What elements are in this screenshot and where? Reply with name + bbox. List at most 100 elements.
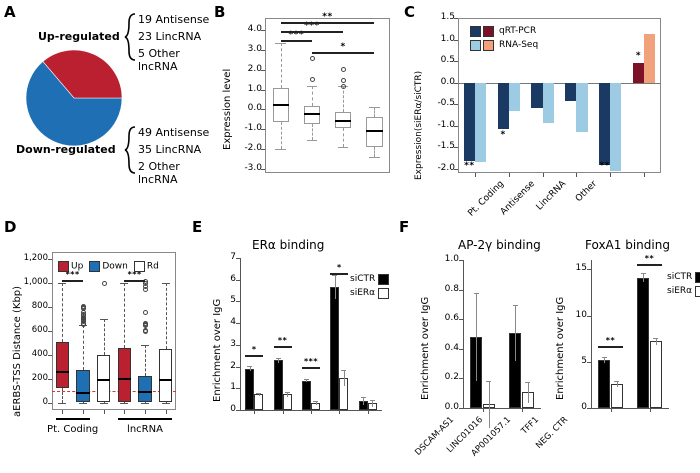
panel-d-legend-label-1: Down [102, 261, 128, 272]
p-F1-errbar-1-0 [488, 380, 490, 428]
panel-b-outlier-2-2 [341, 66, 347, 72]
panel-d-legend-swatch-0 [58, 261, 69, 272]
p-F2-ytick-0: 0 [581, 402, 587, 412]
panel-c-xtickmark-3 [576, 173, 578, 177]
panel-c-bar-qrt-pcr-5 [632, 62, 645, 83]
panel-d-median-0 [55, 371, 70, 374]
panel-c-sig-5: * [635, 50, 642, 61]
panel-d-cap-high-5 [161, 283, 170, 285]
panel-b-sigbar-3 [311, 51, 375, 54]
p-F1-ytickmark-5 [459, 260, 463, 261]
panel-c-ytick-7: 1.5 [440, 12, 455, 22]
panel-d-cap-low-2 [99, 402, 108, 404]
panel-d-xtickmark-4 [145, 410, 146, 414]
panel-d-median-3 [117, 378, 132, 381]
panel-d-box-4 [138, 375, 152, 403]
panel-c-bar-rna-seq-5 [644, 34, 656, 83]
panel-a: A Up-regulated 19 Antisense 23 LincRNA 5… [0, 0, 210, 212]
panel-d-legend-item-1: Down [89, 256, 128, 275]
p-E-xtickmark-4 [367, 410, 369, 414]
p-F2-ytick-1: 5 [581, 355, 587, 366]
panel-c-bar-rna-seq-0 [474, 82, 487, 163]
p-F1-xaxis [463, 408, 541, 409]
panel-d-cap-low-0 [58, 402, 67, 404]
panel-d-box-1 [76, 369, 90, 402]
panel-d-axes [52, 252, 176, 410]
panel-b-median-0 [272, 103, 289, 106]
p-F2-sigbar-1 [637, 263, 662, 266]
p-F2-errbar-0-0 [604, 357, 606, 363]
panel-c-bar-rna-seq-3 [576, 82, 588, 133]
panel-f2-legend: siCTR siERα [667, 270, 700, 298]
p-F2-errcap-1-0 [614, 381, 620, 383]
panel-d-ytick-4: 800 [31, 301, 48, 312]
p-F2-ytickmark-1 [587, 361, 591, 363]
panel-d-sig-1: *** [127, 269, 142, 279]
panel-b-letter: B [214, 3, 226, 21]
panel-c-zero-line [458, 82, 661, 84]
panel-c-ytick-3: -0.5 [437, 98, 455, 109]
panel-c-ytickmark-6 [454, 39, 458, 41]
panel-d-legend-swatch-2 [133, 261, 145, 272]
panel-d-xtickmark-1 [83, 410, 84, 414]
p-F2-sig-1: ** [644, 253, 655, 263]
p-E-errcap-0-0 [247, 366, 253, 368]
p-E-ytickmark-7 [236, 258, 240, 259]
panel-d-median-1 [76, 391, 90, 394]
p-F2-errbar-1-1 [655, 337, 657, 346]
panel-d-box-5 [158, 348, 173, 403]
panel-d-xtickmark-3 [124, 410, 126, 414]
p-E-bar-siCTR-1 [273, 360, 283, 410]
panel-d-legend-item-0: Up [58, 256, 83, 275]
panel-c-legend: qRT-PCR RNA-Seq [470, 24, 538, 52]
panel-c-sig-4: ** [599, 161, 610, 171]
panel-c-bar-qrt-pcr-2 [531, 82, 543, 108]
panel-d-whisker-low-0 [62, 388, 64, 403]
p-E-ytickmark-3 [236, 344, 240, 346]
p-F2-xaxis [591, 408, 669, 409]
down-item-2: 2 Other lncRNA [138, 160, 180, 186]
panel-d-cap-high-4 [140, 345, 150, 347]
p-F1-errcap-1-1 [525, 382, 531, 384]
p-F2-errcap-0-0 [601, 357, 607, 359]
p-E-bar-siERα-4 [367, 403, 377, 410]
panel-b-ytick-4: 1.0 [247, 83, 262, 94]
panel-c-legend-label-1: RNA-Seq [499, 40, 539, 50]
panel-c-ytickmark-3 [454, 104, 458, 106]
p-F2-ytick-2: 10 [575, 309, 587, 320]
p-F2-ytick-3: 15 [575, 263, 587, 274]
p-E-errcap-1-4 [369, 400, 375, 402]
panel-d-outlier-1-12 [81, 303, 86, 309]
panel-b-median-3 [366, 129, 383, 132]
pie-chart-regulation [25, 49, 123, 147]
panel-d-ytickmark-1 [48, 378, 52, 380]
panel-d-legend-label-2: Rd [146, 261, 159, 272]
panel-f2-title: FoxA1 binding [585, 238, 670, 252]
panel-d-letter: D [4, 218, 17, 236]
panel-b-ytick-6: 3.0 [247, 43, 262, 54]
p-E-ytick-4: 4 [230, 317, 236, 328]
p-F1-ytickmark-2 [459, 348, 463, 350]
p-E-errcap-0-1 [275, 358, 281, 360]
panel-d-legend-item-2: Rd [133, 256, 159, 275]
panel-d-legend: Up Down Rd [58, 256, 165, 275]
p-E-bar-siERα-1 [282, 394, 292, 410]
p-E-xtickmark-2 [311, 410, 312, 414]
panel-c-legend-swatch-0-0 [470, 26, 481, 37]
panel-d-whisker-high-5 [165, 283, 167, 349]
panel-b-ytickmark-0 [261, 169, 265, 171]
panel-c-xtickmark-2 [542, 173, 544, 177]
panel-b-whisker-high-0 [280, 42, 282, 88]
p-F1-ytickmark-4 [459, 289, 463, 291]
panel-b-median-2 [335, 119, 352, 122]
panel-c-xtickmark-4 [610, 173, 612, 177]
panel-b-cap-low-3 [369, 157, 380, 159]
p-E-ytickmark-6 [236, 279, 240, 281]
p-E-legend-swatch-1 [378, 288, 390, 299]
panel-c-ytickmark-5 [454, 61, 458, 63]
p-E-errbar-1-2 [315, 401, 317, 405]
down-item-0: 49 Antisense [138, 126, 210, 139]
p-F2-sig-0: ** [605, 335, 616, 345]
p-E-errbar-1-0 [258, 392, 260, 397]
panel-d-box-2 [96, 354, 111, 403]
